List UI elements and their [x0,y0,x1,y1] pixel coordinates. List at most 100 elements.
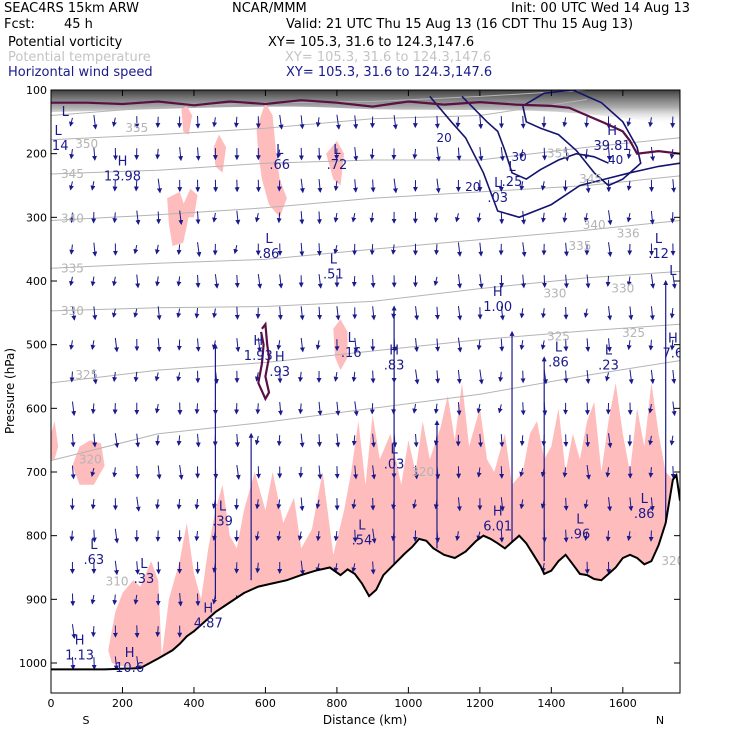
wind-vector [315,117,321,128]
wind-vector [519,181,525,191]
theta-contour-345 [51,137,680,175]
wind-vector [352,529,358,543]
wind-vector [333,563,339,573]
wind-vector [583,148,589,160]
extremum-value: .39 [212,515,233,530]
wind-vector [562,117,568,128]
theta-label: 320 [411,465,434,479]
wind-vector [112,212,118,224]
theta-contour-330 [51,270,680,312]
wind-vector [562,467,568,478]
wind-vector [650,274,656,289]
speed-contour-2 [461,95,609,181]
wind-vector [563,338,569,352]
wind-vector [499,338,505,352]
wind-vector [90,467,96,477]
wind-vector [135,496,141,512]
wind-vector [649,497,655,512]
wind-vector [235,210,241,225]
extremum-value: 7.6 [663,346,684,361]
wind-vector [371,306,377,321]
wind-vector [351,499,357,510]
wind-vector [521,274,527,289]
wind-vector [299,115,305,130]
wind-vector [478,115,484,130]
wind-vector [671,179,677,193]
extremum-value: .03 [487,191,508,206]
wind-vector [71,624,77,640]
theta-label: 335 [568,239,591,253]
theta-label: 340 [583,218,606,232]
wind-vector [113,560,119,576]
wind-vector [434,306,440,320]
extremum-l-marker: L [576,512,584,527]
wind-vector [392,178,398,194]
wind-vector [233,116,239,128]
wind-vector [176,308,182,319]
wind-vector [317,401,323,416]
extremum-l-marker: L [605,344,613,359]
wind-vector [433,212,439,223]
wind-vector [626,180,632,191]
wind-vector [155,276,161,287]
init-time: Init: 00 UTC Wed 14 Aug 13 [511,1,691,16]
wind-vector [499,147,505,162]
extremum-value: 6.01 [483,520,512,535]
wind-vector [112,371,118,383]
wind-vector [154,244,160,255]
wind-vector [298,403,304,415]
wind-vector [521,210,527,225]
north-end-label: N [656,714,664,727]
wind-vector [277,401,283,416]
wind-vector [626,213,632,223]
wind-vector [133,308,139,318]
theta-label: 330 [611,282,634,296]
y-tick-label: 100 [26,84,47,97]
wind-vector [478,242,484,257]
wind-vector [276,149,282,159]
wind-vector [315,499,321,509]
wind-vector [649,306,655,321]
extremum-value: .83 [384,359,405,374]
speed-label: 40 [608,153,623,167]
wind-vector [112,180,118,192]
wind-vector [606,147,612,161]
extremum-value: .33 [134,572,155,587]
wind-vector [456,497,462,512]
speed-contour-1 [429,95,680,219]
theta-label: 340 [61,212,84,226]
wind-vector [585,338,591,352]
wind-vector [583,531,589,542]
theta-label: 350 [75,137,98,151]
extremum-value: .63 [84,553,105,568]
wind-vector [607,497,613,512]
wind-vector [134,465,140,480]
wind-vector [69,149,75,160]
wind-vector [351,213,357,223]
wind-vector [234,433,240,448]
wind-vector [519,435,525,447]
wind-vector [214,274,220,289]
wind-vector [499,466,505,479]
extremum-l-marker: L [669,264,677,279]
wind-vector [626,531,632,542]
wind-vector [563,242,569,257]
wind-vector [69,244,75,255]
wind-vector [585,434,591,448]
wind-vector [69,276,74,287]
wind-vector [92,147,98,161]
wind-vector [370,370,376,384]
wind-vector [498,371,504,383]
wind-vector [90,181,96,191]
theta-label: 330 [543,287,566,301]
wind-vector [413,465,419,480]
theta-label: 330 [61,304,84,318]
wind-vector [542,147,548,161]
extremum-h-marker: H [75,633,85,648]
extremum-h-marker: H [493,285,503,300]
wind-vector [194,308,200,319]
theta-label: 355 [125,121,148,135]
speed-label: 20 [465,180,480,194]
wind-vector [671,369,677,385]
wind-vector [135,274,141,289]
